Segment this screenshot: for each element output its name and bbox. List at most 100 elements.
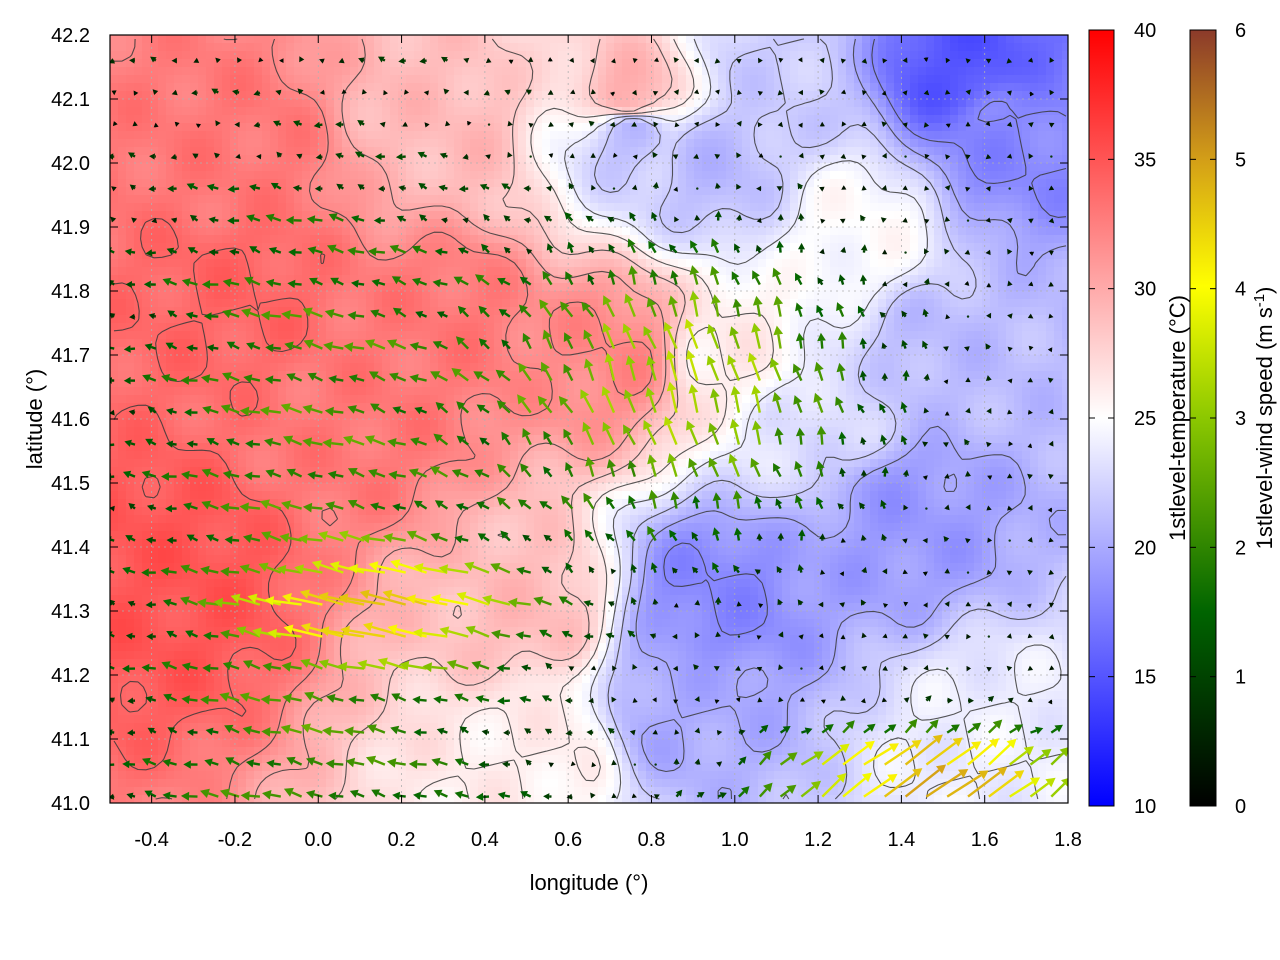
heat-cell <box>558 187 567 196</box>
heat-cell <box>878 67 887 76</box>
heat-cell <box>1046 67 1055 76</box>
heat-cell <box>382 123 391 132</box>
heat-cell <box>262 59 271 68</box>
heat-cell <box>814 59 823 68</box>
heat-cell <box>422 275 431 284</box>
heat-cell <box>958 227 967 236</box>
heat-cell <box>822 291 831 300</box>
heat-cell <box>998 187 1007 196</box>
heat-cell <box>358 283 367 292</box>
heat-cell <box>126 67 135 76</box>
heat-cell <box>502 211 511 220</box>
heat-cell <box>1014 107 1023 116</box>
heat-cell <box>214 315 223 324</box>
heat-cell <box>390 323 399 332</box>
heat-cell <box>790 203 799 212</box>
heat-cell <box>150 243 159 252</box>
heat-cell <box>198 139 207 148</box>
heat-cell <box>606 179 615 188</box>
heat-cell <box>542 43 551 52</box>
heat-cell <box>534 219 543 228</box>
heat-cell <box>1062 163 1068 172</box>
heat-cell <box>134 107 143 116</box>
heat-cell <box>654 131 663 140</box>
heat-cell <box>326 51 335 60</box>
heat-cell <box>1006 251 1015 260</box>
heat-cell <box>150 299 159 308</box>
heat-cell <box>1014 51 1023 60</box>
heat-cell <box>886 83 895 92</box>
heat-cell <box>150 171 159 180</box>
heat-cell <box>734 179 743 188</box>
heat-cell <box>110 251 119 260</box>
heat-cell <box>670 155 679 164</box>
heat-cell <box>470 171 479 180</box>
heat-cell <box>374 227 383 236</box>
heat-cell <box>366 35 375 44</box>
heat-cell <box>550 347 559 356</box>
heat-cell <box>846 163 855 172</box>
heat-cell <box>1054 67 1063 76</box>
heat-cell <box>934 187 943 196</box>
heat-cell <box>582 131 591 140</box>
heat-cell <box>742 267 751 276</box>
heat-cell <box>462 131 471 140</box>
heat-cell <box>950 307 959 316</box>
heat-cell <box>534 315 543 324</box>
heat-cell <box>622 91 631 100</box>
heat-cell <box>694 211 703 220</box>
heat-cell <box>598 315 607 324</box>
heat-cell <box>1062 131 1068 140</box>
heat-cell <box>174 307 183 316</box>
heat-cell <box>342 259 351 268</box>
heat-cell <box>1046 355 1055 364</box>
heat-cell <box>622 155 631 164</box>
heat-cell <box>406 299 415 308</box>
heat-cell <box>1022 107 1031 116</box>
heat-cell <box>998 355 1007 364</box>
heat-cell <box>822 283 831 292</box>
heat-cell <box>702 259 711 268</box>
heat-cell <box>470 363 479 372</box>
heat-cell <box>318 123 327 132</box>
heat-cell <box>1062 315 1068 324</box>
heat-cell <box>366 283 375 292</box>
heat-cell <box>198 315 207 324</box>
heat-cell <box>270 115 279 124</box>
heat-cell <box>910 107 919 116</box>
heat-cell <box>798 131 807 140</box>
heat-cell <box>398 147 407 156</box>
heat-cell <box>1046 123 1055 132</box>
heat-cell <box>454 83 463 92</box>
heat-cell <box>654 251 663 260</box>
heat-cell <box>358 203 367 212</box>
heat-cell <box>574 251 583 260</box>
heat-cell <box>590 283 599 292</box>
heat-cell <box>414 43 423 52</box>
heat-cell <box>390 267 399 276</box>
heat-cell <box>774 347 783 356</box>
heat-cell <box>542 339 551 348</box>
heat-cell <box>910 75 919 84</box>
heat-cell <box>270 75 279 84</box>
heat-cell <box>822 259 831 268</box>
heat-cell <box>454 195 463 204</box>
heat-cell <box>286 243 295 252</box>
heat-cell <box>214 203 223 212</box>
heat-cell <box>854 35 863 44</box>
heat-cell <box>822 155 831 164</box>
heat-cell <box>406 331 415 340</box>
heat-cell <box>974 147 983 156</box>
heat-cell <box>350 43 359 52</box>
heat-cell <box>486 43 495 52</box>
heat-cell <box>582 291 591 300</box>
heat-cell <box>142 283 151 292</box>
heat-cell <box>1022 307 1031 316</box>
heat-cell <box>646 219 655 228</box>
heat-cell <box>854 115 863 124</box>
heat-cell <box>1006 163 1015 172</box>
heat-cell <box>334 43 343 52</box>
heat-cell <box>566 123 575 132</box>
heat-cell <box>630 315 639 324</box>
heat-cell <box>974 283 983 292</box>
